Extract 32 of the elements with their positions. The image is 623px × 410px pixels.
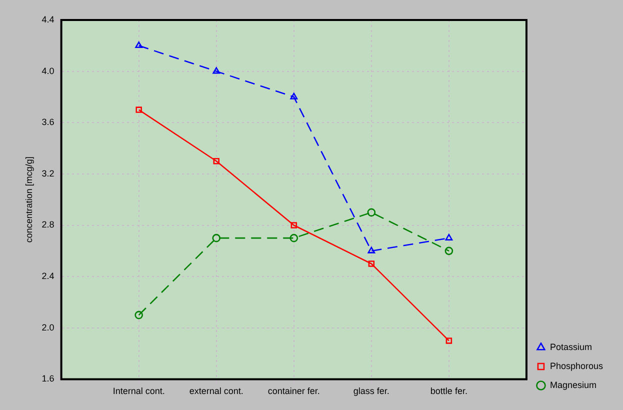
y-axis-title: concentration [mcg/g] [24, 156, 34, 243]
x-tick-label: container fer. [268, 386, 320, 396]
y-tick-label: 1.6 [42, 374, 54, 384]
x-tick-label: Internal cont. [112, 386, 165, 396]
point [367, 208, 376, 217]
point [134, 310, 143, 320]
point [212, 67, 220, 74]
y-tick-label: 4.0 [42, 66, 54, 76]
point [368, 260, 375, 267]
point [444, 246, 454, 256]
point [135, 42, 143, 48]
x-tick-label: glass fer. [353, 386, 390, 396]
y-tick-label: 2.4 [42, 271, 54, 282]
y-tick-label: 3.6 [42, 117, 54, 128]
point [290, 92, 298, 100]
point [212, 234, 221, 242]
y-tick-label: 2.8 [42, 220, 54, 230]
y-tick-label: 4.4 [42, 14, 54, 24]
legend-label: Potassium [550, 342, 592, 352]
point [445, 234, 453, 240]
point [368, 246, 376, 254]
legend-label: Phosphorous [550, 360, 604, 371]
point [290, 222, 298, 228]
x-tick-label: bottle fer. [430, 386, 468, 396]
legend-label: Magnesium [550, 380, 596, 390]
point [446, 338, 452, 344]
point [136, 106, 142, 113]
y-tick-label: 2.0 [42, 322, 54, 332]
point [213, 158, 220, 164]
y-tick-label: 3.2 [42, 168, 54, 178]
point [290, 234, 298, 242]
x-tick-label: external cont. [189, 386, 244, 396]
